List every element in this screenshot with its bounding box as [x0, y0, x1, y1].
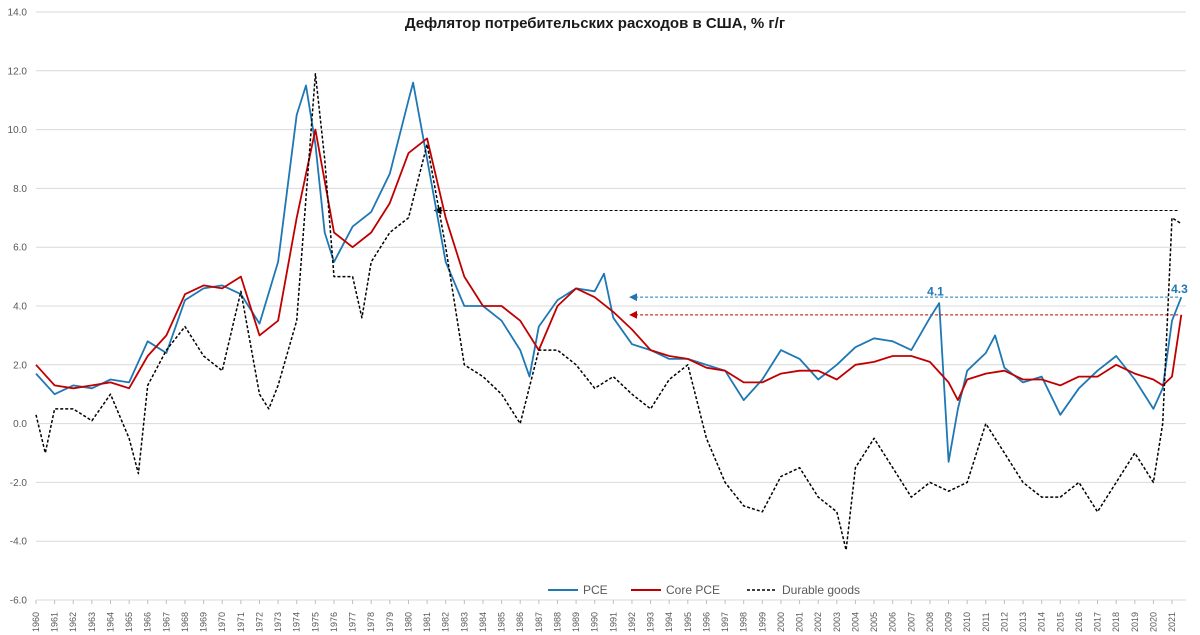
x-tick-label: 1966 — [143, 612, 153, 632]
x-tick-label: 1962 — [68, 612, 78, 632]
x-tick-label: 2012 — [999, 612, 1009, 632]
x-tick-label: 2016 — [1074, 612, 1084, 632]
x-tick-label: 1967 — [161, 612, 171, 632]
legend-label-core-pce: Core PCE — [666, 583, 720, 597]
x-tick-label: 1982 — [441, 612, 451, 632]
y-tick-label: 2.0 — [13, 360, 27, 371]
x-tick-label: 2013 — [1018, 612, 1028, 632]
x-tick-label: 2011 — [981, 612, 991, 631]
x-tick-label: 2006 — [888, 612, 898, 632]
y-tick-label: -4.0 — [10, 537, 28, 548]
core-pce-line — [35, 128, 1183, 401]
x-tick-label: 1975 — [310, 612, 320, 632]
x-tick-label: 1980 — [403, 612, 413, 632]
x-tick-label: 1995 — [683, 612, 693, 632]
x-tick-label: 1990 — [590, 612, 600, 632]
x-tick-label: 2019 — [1130, 612, 1140, 632]
series-lines — [35, 72, 1183, 551]
x-tick-label: 2003 — [832, 612, 842, 632]
x-tick-label: 1998 — [739, 612, 749, 632]
x-axis-ticks: 1960 1961 1962 1963 1964 1965 1966 1967 1968 1969… — [31, 600, 1177, 632]
x-tick-label: 1984 — [478, 612, 488, 632]
x-tick-label: 1973 — [273, 612, 283, 632]
x-tick-label: 1969 — [199, 612, 209, 632]
x-tick-label: 2021 — [1167, 612, 1177, 632]
x-tick-label: 2017 — [1093, 612, 1103, 632]
x-tick-label: 1988 — [552, 612, 562, 632]
x-tick-label: 2000 — [776, 612, 786, 632]
legend-label-pce: PCE — [583, 583, 608, 597]
x-tick-label: 2004 — [850, 612, 860, 632]
annotation-label: 4.1 — [927, 285, 944, 299]
x-tick-label: 1979 — [385, 612, 395, 632]
x-tick-label: 1981 — [422, 612, 432, 632]
x-tick-label: 1985 — [497, 612, 507, 632]
x-tick-label: 1978 — [366, 612, 376, 632]
x-tick-label: 2007 — [906, 612, 916, 632]
x-tick-label: 2001 — [795, 612, 805, 632]
x-tick-label: 1974 — [292, 612, 302, 632]
x-tick-label: 1968 — [180, 612, 190, 632]
x-tick-label: 2015 — [1055, 612, 1065, 632]
x-tick-label: 2014 — [1037, 612, 1047, 632]
x-tick-label: 2020 — [1148, 612, 1158, 632]
legend-label-durable-goods: Durable goods — [782, 583, 860, 597]
pce-line — [35, 81, 1183, 463]
x-tick-label: 2005 — [869, 612, 879, 632]
x-tick-label: 1994 — [664, 612, 674, 632]
y-tick-label: 14.0 — [8, 8, 28, 19]
y-tick-label: 4.0 — [13, 302, 27, 313]
x-tick-label: 1993 — [646, 612, 656, 632]
y-tick-label: -6.0 — [10, 596, 28, 607]
x-tick-label: 1989 — [571, 612, 581, 632]
x-tick-label: 1991 — [608, 612, 618, 632]
x-tick-label: 2018 — [1111, 612, 1121, 632]
x-tick-label: 1996 — [701, 612, 711, 632]
x-tick-label: 1997 — [720, 612, 730, 632]
y-tick-label: 12.0 — [8, 66, 28, 77]
x-tick-label: 2009 — [944, 612, 954, 632]
x-tick-label: 1970 — [217, 612, 227, 632]
x-tick-label: 1976 — [329, 612, 339, 632]
y-tick-label: 6.0 — [13, 243, 27, 254]
x-tick-label: 2002 — [813, 612, 823, 632]
x-tick-label: 1963 — [87, 612, 97, 632]
x-tick-label: 1971 — [236, 612, 246, 632]
annotations: 4.1 4.3 — [927, 282, 1188, 299]
x-tick-label: 1977 — [348, 612, 358, 632]
y-tick-label: -2.0 — [10, 478, 28, 489]
legend: PCE Core PCE Durable goods — [548, 583, 860, 597]
durable-goods-line — [35, 72, 1182, 551]
y-axis-ticks: -6.0 -4.0 -2.0 0.0 2.0 4.0 6.0 8.0 10.0 12.0 14.0 — [8, 8, 28, 607]
x-tick-label: 2008 — [925, 612, 935, 632]
x-tick-label: 1999 — [757, 612, 767, 632]
x-tick-label: 1992 — [627, 612, 637, 632]
annotation-label: 4.3 — [1171, 282, 1188, 296]
y-tick-label: 0.0 — [13, 419, 27, 430]
x-tick-label: 1987 — [534, 612, 544, 632]
x-tick-label: 1960 — [31, 612, 41, 632]
x-tick-label: 1961 — [50, 612, 60, 632]
y-tick-label: 10.0 — [8, 125, 28, 136]
reference-lines — [433, 206, 1180, 319]
x-tick-label: 1964 — [105, 612, 115, 632]
x-tick-label: 1986 — [515, 612, 525, 632]
y-tick-label: 8.0 — [13, 184, 27, 195]
x-tick-label: 2010 — [962, 612, 972, 632]
x-tick-label: 1983 — [459, 612, 469, 632]
x-tick-label: 1972 — [254, 612, 264, 632]
chart-title: Дефлятор потребительских расходов в США,… — [405, 15, 785, 32]
x-tick-label: 1965 — [124, 612, 134, 632]
